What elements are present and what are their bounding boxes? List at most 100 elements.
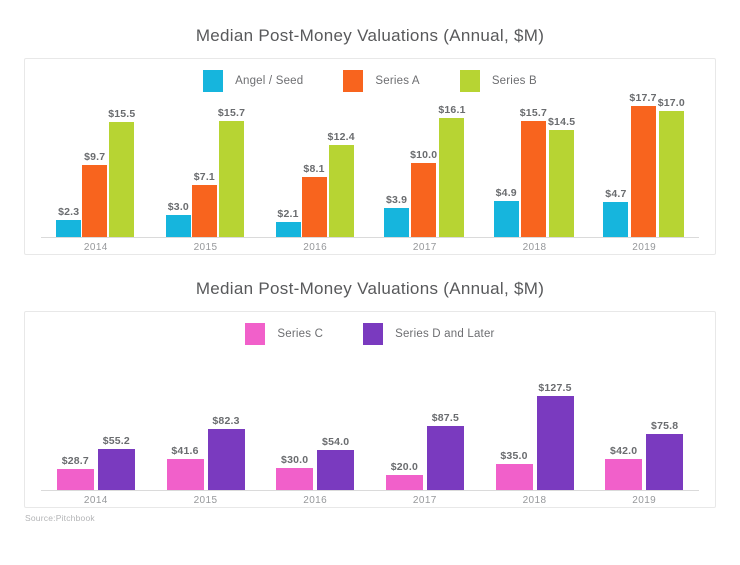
bar-value-label: $35.0 xyxy=(500,450,528,463)
legend-swatch xyxy=(245,323,266,345)
bar-value-label: $4.9 xyxy=(495,186,517,199)
bar-value-label: $54.0 xyxy=(322,436,350,449)
bar xyxy=(317,450,355,490)
bar-with-label: $8.1 xyxy=(301,163,327,237)
bar-with-label: $3.9 xyxy=(384,194,410,237)
bar-value-label: $20.0 xyxy=(390,461,418,474)
bar-group: $2.1 $8.1 $12.4 2016 xyxy=(260,93,370,253)
bar xyxy=(385,475,423,490)
bar-with-label: $42.0 xyxy=(605,445,643,490)
bar xyxy=(411,163,437,237)
bar-group: $3.9 $10.0 $16.1 2017 xyxy=(370,93,480,253)
bar-groups: $2.3 $9.7 $15.5 2014 $3.0 $7.1 $15.7 2015 $2.1 $8… xyxy=(41,92,699,253)
bar xyxy=(165,214,191,237)
bar-value-label: $3.0 xyxy=(167,200,189,213)
bar-group: $41.6 $82.3 2015 xyxy=(151,346,261,506)
bar-cluster: $4.9 $15.7 $14.5 xyxy=(493,93,576,237)
bar-value-label: $41.6 xyxy=(171,445,199,458)
bar xyxy=(207,429,245,490)
legend-item: Angel / Seed xyxy=(203,70,303,92)
bar-with-label: $35.0 xyxy=(495,450,533,490)
bar-with-label: $10.0 xyxy=(410,149,437,237)
bar-value-label: $127.5 xyxy=(538,382,572,394)
bar-value-label: $9.7 xyxy=(84,151,106,164)
bar xyxy=(301,177,327,237)
chart-legend: Series C Series D and Later xyxy=(25,322,715,346)
bar xyxy=(56,468,94,490)
bar-with-label: $20.0 xyxy=(385,461,423,490)
bar-with-label: $3.0 xyxy=(165,200,191,237)
bar xyxy=(603,202,629,237)
bar xyxy=(630,106,656,237)
bar-cluster: $2.1 $8.1 $12.4 xyxy=(275,93,355,237)
bar-group: $20.0 $87.5 2017 xyxy=(370,346,480,506)
x-axis-tick-label: 2016 xyxy=(303,242,328,253)
x-axis-tick-label: 2017 xyxy=(412,242,437,253)
bar-with-label: $16.1 xyxy=(438,104,465,237)
bar xyxy=(56,220,82,237)
legend-item: Series B xyxy=(459,70,537,92)
bar-cluster: $41.6 $82.3 xyxy=(166,346,245,490)
x-axis-tick-label: 2018 xyxy=(522,242,547,253)
bar-group: $4.9 $15.7 $14.5 2018 xyxy=(480,93,590,253)
x-axis-line xyxy=(41,490,699,491)
top-chart-section: Median Post-Money Valuations (Annual, $M… xyxy=(0,26,740,255)
bar xyxy=(219,120,244,237)
bar xyxy=(276,467,314,490)
bar-group: $3.0 $7.1 $15.7 2015 xyxy=(151,93,261,253)
bar-with-label: $28.7 xyxy=(56,455,94,490)
x-axis-tick-label: 2015 xyxy=(193,495,218,506)
chart-legend: Angel / Seed Series A Series B xyxy=(25,69,715,93)
plot-area: $28.7 $55.2 2014 $41.6 $82.3 2015 $30.0 $54.0 20… xyxy=(41,346,699,506)
bar xyxy=(275,221,301,237)
legend-label: Series D and Later xyxy=(395,328,495,340)
chart-title: Median Post-Money Valuations (Annual, $M… xyxy=(195,279,545,298)
bar-value-label: $10.0 xyxy=(410,149,438,161)
chart-panel: Angel / Seed Series A Series B $2.3 $9.7 $15… xyxy=(24,58,716,255)
bar-group: $28.7 $55.2 2014 xyxy=(41,346,151,506)
bar-with-label: $15.7 xyxy=(218,107,245,237)
bar xyxy=(191,184,217,237)
bar-cluster: $42.0 $75.8 xyxy=(605,346,684,490)
bar-value-label: $7.1 xyxy=(193,170,215,183)
bar-cluster: $3.9 $10.0 $16.1 xyxy=(384,93,466,237)
x-axis-tick-label: 2017 xyxy=(412,495,437,506)
bar xyxy=(439,117,465,237)
bar-with-label: $87.5 xyxy=(426,412,464,490)
bar-cluster: $28.7 $55.2 xyxy=(56,346,135,490)
legend-swatch xyxy=(343,70,364,92)
x-axis-tick-label: 2015 xyxy=(193,242,218,253)
bar xyxy=(520,120,546,237)
bar-with-label: $55.2 xyxy=(97,435,135,490)
bar-value-label: $16.1 xyxy=(438,103,466,116)
source-note: Source:Pitchbook xyxy=(25,513,95,523)
bar-cluster: $20.0 $87.5 xyxy=(385,346,464,490)
bar xyxy=(493,200,519,237)
bar-value-label: $17.0 xyxy=(657,97,685,110)
bar-value-label: $15.7 xyxy=(519,106,548,119)
legend-label: Angel / Seed xyxy=(235,75,304,87)
legend-item: Series D and Later xyxy=(363,323,495,345)
bar-with-label: $2.3 xyxy=(56,206,82,237)
bar-cluster: $4.7 $17.7 $17.0 xyxy=(603,92,685,237)
x-axis-tick-label: 2019 xyxy=(632,495,657,506)
legend-label: Series A xyxy=(375,75,420,87)
bar-value-label: $55.2 xyxy=(102,435,130,448)
bar-value-label: $15.5 xyxy=(108,108,136,121)
bar-value-label: $15.7 xyxy=(217,106,246,119)
bar xyxy=(549,129,575,237)
legend-label: Series B xyxy=(491,75,537,87)
bar-group: $42.0 $75.8 2019 xyxy=(589,346,699,506)
bar-with-label: $9.7 xyxy=(82,151,108,237)
plot-area: $2.3 $9.7 $15.5 2014 $3.0 $7.1 $15.7 2015 $2.1 $8… xyxy=(41,92,699,253)
legend-swatch xyxy=(203,70,224,92)
bar-with-label: $75.8 xyxy=(646,420,684,490)
bar xyxy=(646,434,684,490)
x-axis-tick-label: 2018 xyxy=(522,495,547,506)
bar-with-label: $14.5 xyxy=(548,116,575,237)
bar-value-label: $42.0 xyxy=(610,445,638,457)
bar-with-label: $30.0 xyxy=(276,454,314,490)
bar-value-label: $2.1 xyxy=(277,207,299,220)
legend-swatch xyxy=(459,70,480,92)
bar-with-label: $15.7 xyxy=(520,107,547,237)
